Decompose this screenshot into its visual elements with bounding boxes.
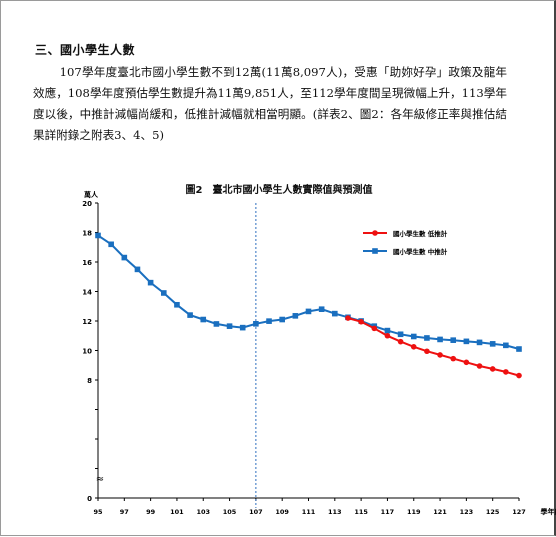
data-point-mid: [240, 325, 246, 331]
legend-label-low: 國小學生數 低推計: [393, 229, 448, 238]
axis-break-symbol: ≈: [96, 474, 104, 485]
data-point-mid: [227, 323, 233, 329]
x-tick-label: 113: [328, 508, 342, 516]
data-point-mid: [424, 335, 430, 341]
data-point-mid: [385, 328, 391, 334]
data-point-mid: [319, 306, 325, 312]
x-tick-label: 95: [93, 508, 103, 516]
data-point-mid: [253, 321, 259, 327]
data-point-mid: [148, 280, 154, 286]
data-point-low: [358, 319, 364, 325]
x-tick-label: 127: [512, 508, 526, 516]
data-point-mid: [516, 346, 522, 352]
y-tick-label: 18: [82, 230, 92, 238]
data-point-low: [450, 356, 456, 362]
data-point-mid: [95, 233, 101, 239]
y-tick-label: 14: [82, 289, 92, 297]
data-point-mid: [398, 331, 404, 337]
data-point-mid: [293, 313, 299, 319]
data-point-low: [464, 360, 470, 366]
data-point-low: [424, 348, 430, 354]
x-tick-label: 101: [170, 508, 184, 516]
x-tick-label: 103: [196, 508, 210, 516]
x-tick-label: 105: [223, 508, 237, 516]
x-tick-label: 123: [460, 508, 474, 516]
data-point-low: [385, 333, 391, 339]
x-tick-label: 99: [146, 508, 156, 516]
legend-label-mid: 國小學生數 中推計: [393, 247, 448, 256]
x-tick-label: 109: [275, 508, 289, 516]
data-point-mid: [174, 302, 180, 308]
x-tick-label: 107: [249, 508, 263, 516]
data-point-low: [490, 366, 496, 372]
data-point-low: [345, 315, 351, 321]
x-tick-label: 125: [486, 508, 500, 516]
data-point-mid: [122, 255, 128, 261]
legend-marker-mid: [372, 248, 378, 254]
data-point-low: [437, 352, 443, 358]
x-tick-label: 117: [381, 508, 395, 516]
x-tick-label: 115: [354, 508, 368, 516]
data-point-mid: [187, 312, 193, 318]
data-point-mid: [464, 339, 470, 345]
y-tick-label: 12: [82, 318, 92, 326]
y-tick-label: 20: [82, 200, 92, 208]
data-point-mid: [200, 317, 206, 323]
data-point-mid: [490, 341, 496, 347]
x-tick-label: 97: [120, 508, 129, 516]
data-point-mid: [266, 318, 272, 324]
data-point-low: [503, 369, 509, 375]
data-point-mid: [108, 242, 114, 248]
x-tick-label: 121: [433, 508, 447, 516]
x-axis-title: 學年度: [541, 507, 556, 516]
data-point-low: [477, 363, 483, 369]
data-point-mid: [450, 337, 456, 343]
data-point-low: [411, 344, 417, 350]
y-tick-label: 0: [87, 495, 92, 503]
data-point-mid: [306, 309, 312, 315]
data-point-low: [398, 339, 404, 345]
data-point-mid: [332, 311, 338, 317]
legend-marker-low: [372, 230, 378, 236]
data-point-low: [516, 373, 522, 379]
data-point-mid: [503, 343, 509, 349]
data-point-mid: [135, 267, 141, 273]
data-point-mid: [279, 317, 285, 323]
y-tick-label: 8: [87, 377, 92, 385]
x-tick-label: 119: [407, 508, 421, 516]
data-point-mid: [411, 334, 417, 340]
data-point-low: [371, 326, 377, 332]
data-point-mid: [477, 340, 483, 346]
y-tick-label: 10: [82, 348, 92, 356]
data-point-mid: [437, 337, 443, 343]
data-point-mid: [161, 290, 167, 296]
y-axis-unit-label: 萬人: [84, 190, 99, 199]
y-tick-label: 16: [82, 259, 92, 267]
data-point-mid: [214, 321, 220, 327]
x-tick-label: 111: [302, 508, 316, 516]
